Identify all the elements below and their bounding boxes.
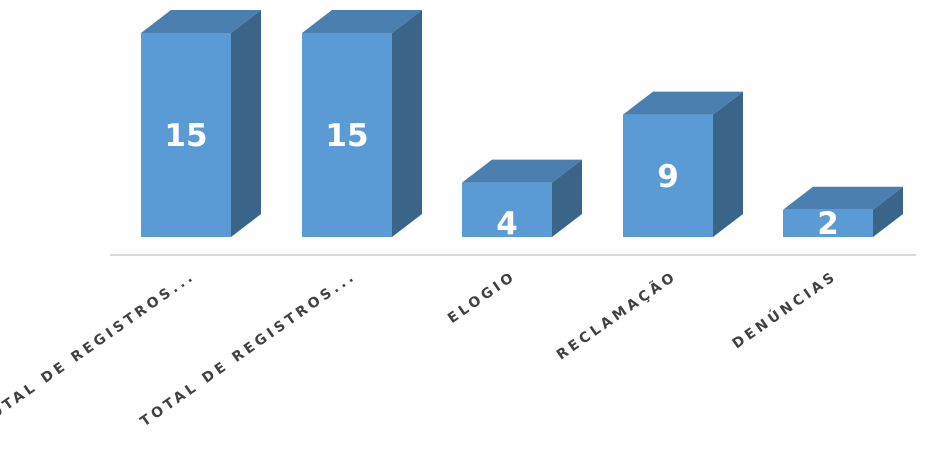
- bar-front-face: [302, 33, 392, 237]
- bar-top-face: [141, 10, 261, 33]
- bar-value-label: 4: [496, 206, 518, 242]
- bar-1: 15: [141, 10, 261, 237]
- bar-side-face: [392, 10, 422, 237]
- bar-front-face: [141, 33, 231, 237]
- bar-side-face: [873, 186, 903, 237]
- bar-value-label: 15: [325, 118, 368, 154]
- bar-value-label: 9: [657, 159, 679, 195]
- bar-side-face: [713, 91, 743, 237]
- bar-value-label: 2: [817, 206, 839, 242]
- bar-top-face: [783, 186, 903, 210]
- bar-front-face: [783, 209, 873, 237]
- bar-top-face: [302, 10, 422, 33]
- bars-group: 15 15 4 9 2: [141, 10, 903, 242]
- category-label: DENÚNCIAS: [728, 267, 840, 353]
- category-labels-group: TOTAL DE REGISTROS...TOTAL DE REGISTROS.…: [0, 267, 840, 431]
- bar-2: 15: [302, 10, 422, 237]
- bar-top-face: [462, 159, 582, 183]
- bar-top-face: [623, 91, 743, 115]
- bar-4: 9: [623, 91, 743, 237]
- bar-front-face: [623, 114, 713, 237]
- bar-side-face: [552, 159, 582, 237]
- bar-side-face: [231, 10, 261, 237]
- bar-front-face: [462, 182, 552, 237]
- category-label: RECLAMAÇÃO: [553, 267, 680, 363]
- category-label: ELOGIO: [445, 268, 519, 327]
- bar-value-label: 15: [164, 118, 207, 154]
- bar-5: 2: [783, 186, 903, 242]
- bar-3: 4: [462, 159, 582, 242]
